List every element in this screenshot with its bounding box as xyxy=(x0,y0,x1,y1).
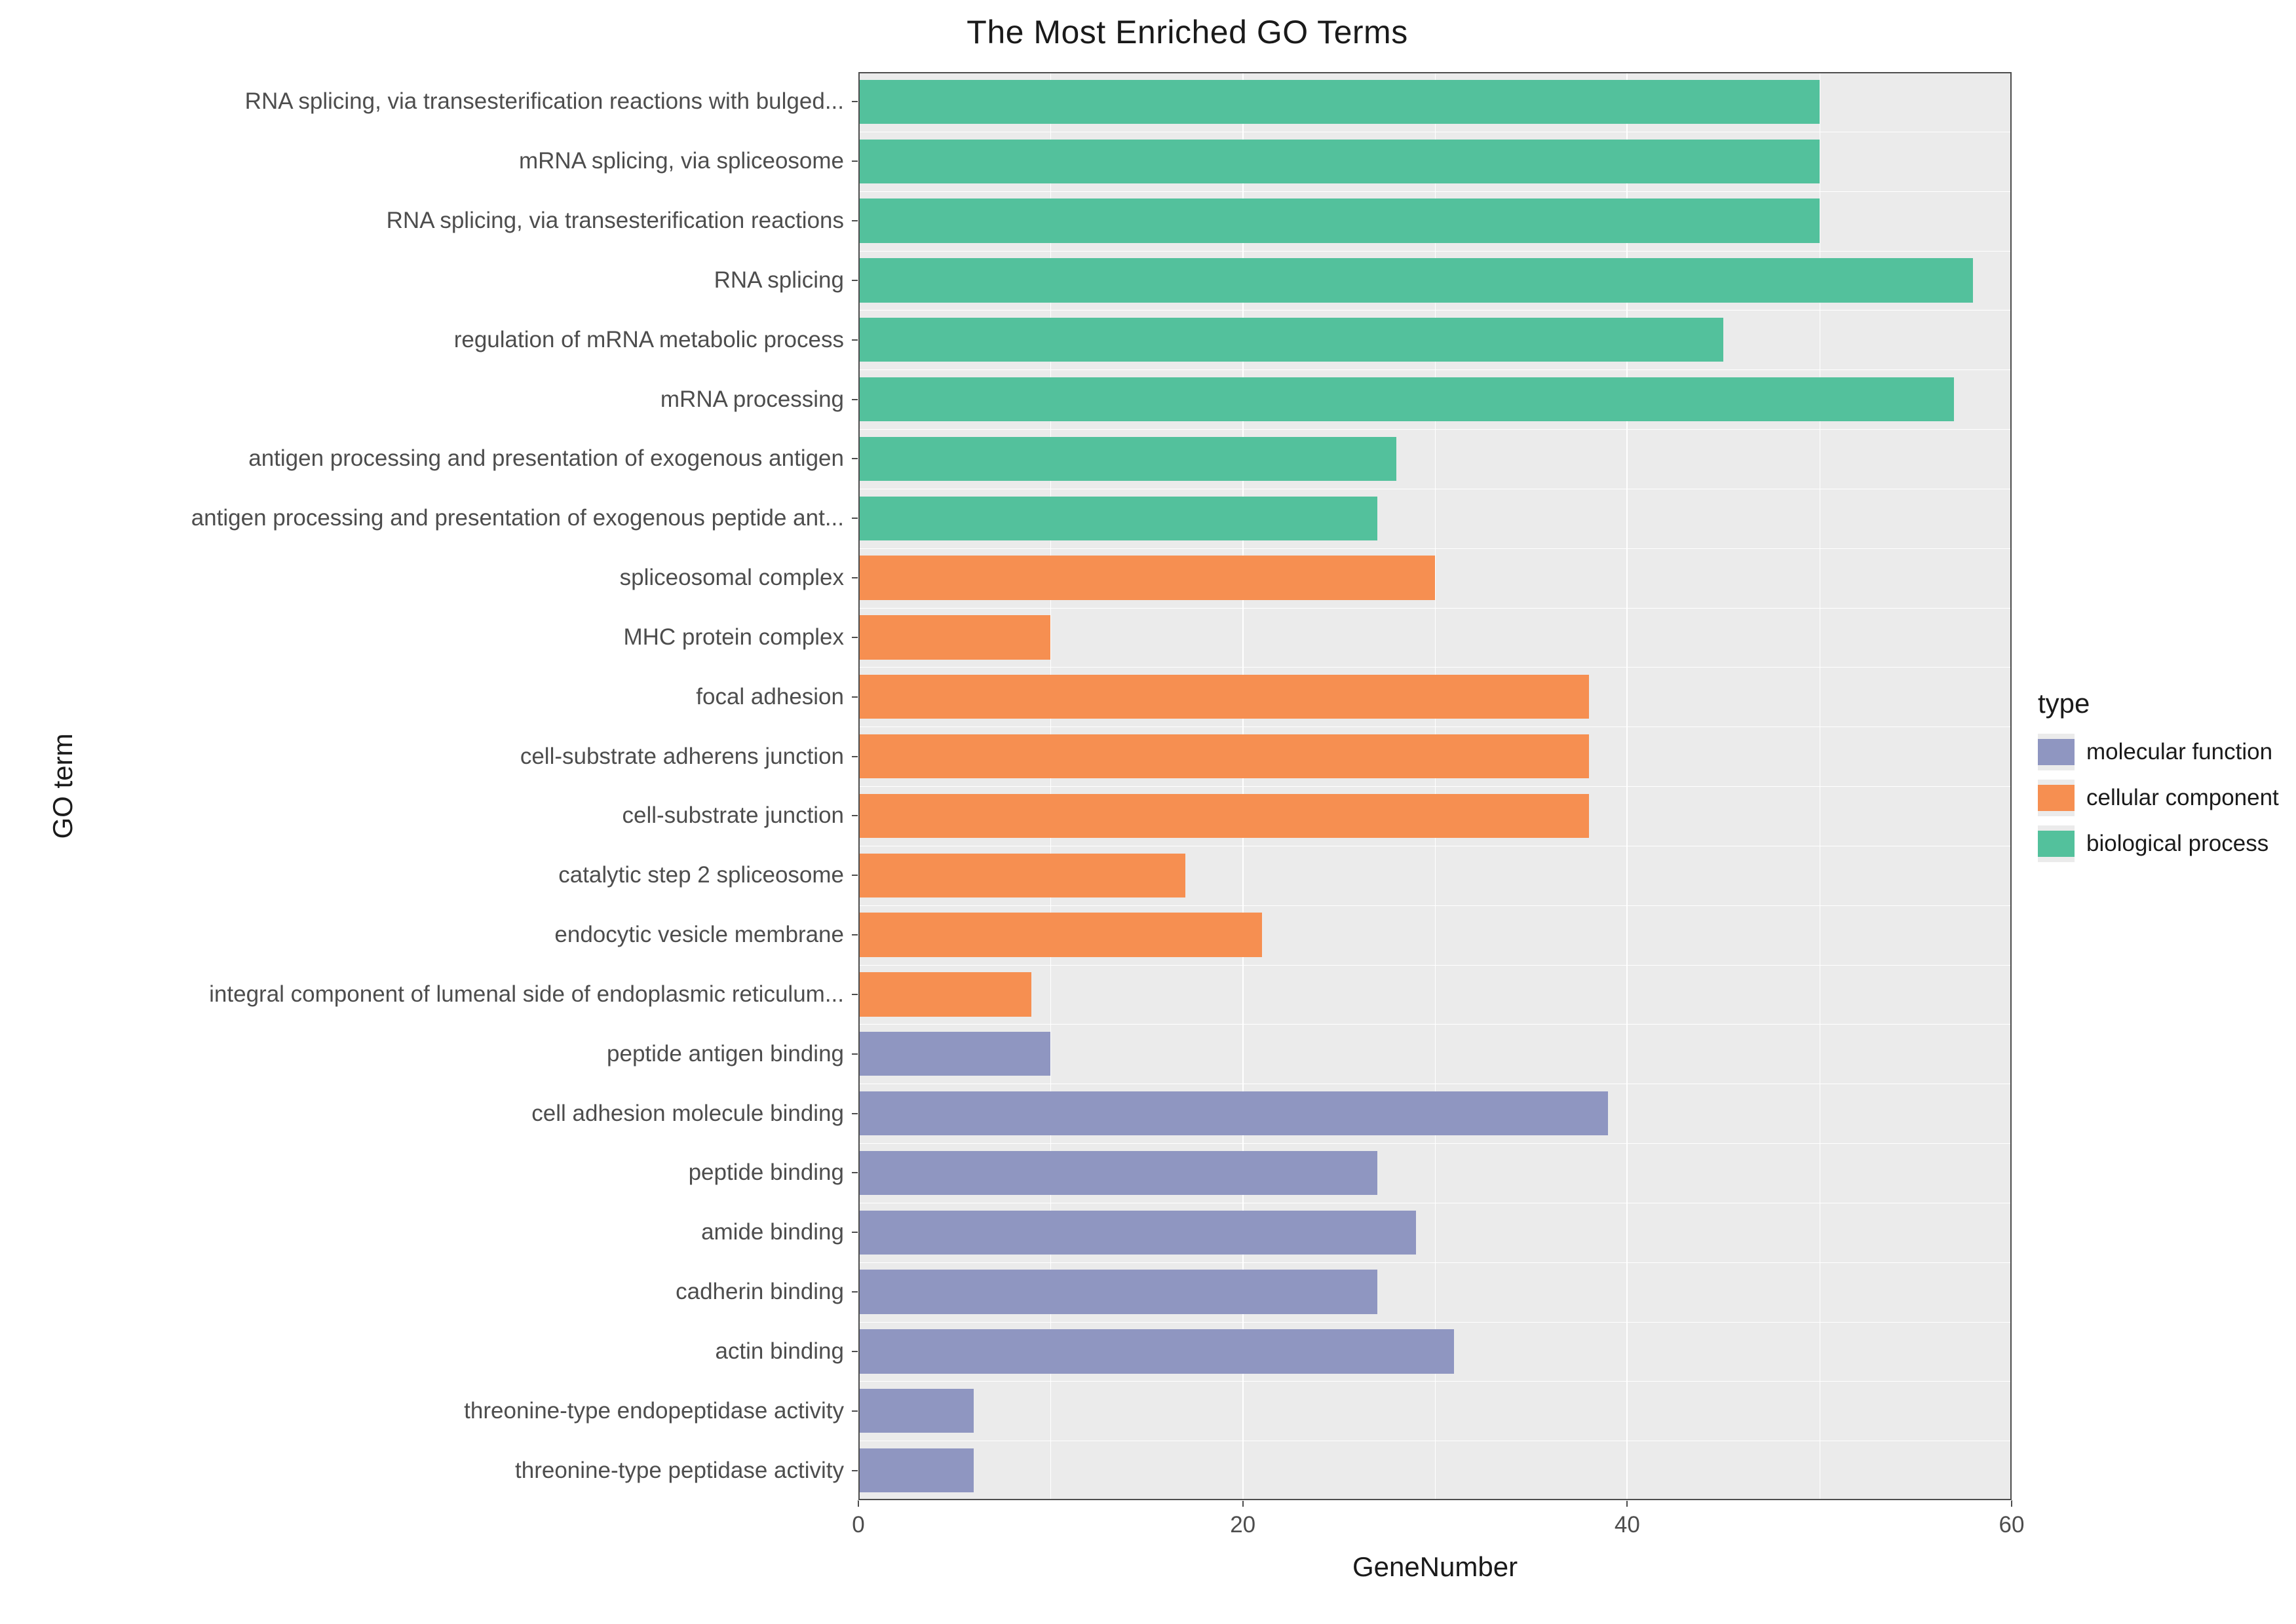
bar xyxy=(858,1151,1377,1195)
bar xyxy=(858,675,1589,719)
x-tick-label: 40 xyxy=(1615,1512,1640,1538)
y-tick-label: spliceosomal complex xyxy=(620,565,844,591)
y-tick-label: amide binding xyxy=(701,1219,844,1245)
legend-key xyxy=(2038,734,2075,770)
legend-swatch xyxy=(2038,739,2075,765)
y-tick-label: MHC protein complex xyxy=(624,624,845,651)
legend-swatch xyxy=(2038,785,2075,811)
y-tick-label: endocytic vesicle membrane xyxy=(554,922,844,948)
y-tick-label: mRNA splicing, via spliceosome xyxy=(519,148,844,174)
bar xyxy=(858,437,1396,481)
bar xyxy=(858,1270,1377,1313)
legend-item: cellular component xyxy=(2038,780,2279,816)
y-tick-label: RNA splicing, via transesterification re… xyxy=(245,88,844,115)
y-tick-label: threonine-type endopeptidase activity xyxy=(464,1398,844,1424)
bar xyxy=(858,734,1589,778)
y-tick-label: cell-substrate junction xyxy=(622,803,845,829)
y-axis-label: GO term xyxy=(47,733,79,839)
y-tick-label: peptide binding xyxy=(689,1160,844,1186)
x-tick-mark xyxy=(858,1500,859,1507)
bar xyxy=(858,1091,1608,1135)
bar xyxy=(858,615,1050,659)
legend-label: molecular function xyxy=(2086,739,2272,765)
legend: type molecular function cellular componen… xyxy=(2038,688,2279,871)
y-tick-label: focal adhesion xyxy=(696,684,844,710)
gridline-h-minor xyxy=(858,905,2012,906)
gridline-h-minor xyxy=(858,1143,2012,1144)
y-tick-label: cell-substrate adherens junction xyxy=(520,744,844,770)
bar xyxy=(858,1329,1454,1373)
y-tick-label: integral component of lumenal side of en… xyxy=(209,981,844,1008)
gridline-h-minor xyxy=(858,1381,2012,1382)
bar xyxy=(858,258,1973,302)
legend-label: biological process xyxy=(2086,831,2268,857)
legend-swatch xyxy=(2038,831,2075,857)
legend-key xyxy=(2038,780,2075,816)
bar xyxy=(858,556,1435,599)
bar xyxy=(858,1032,1050,1076)
y-tick-label: antigen processing and presentation of e… xyxy=(191,505,844,531)
bar xyxy=(858,198,1820,242)
legend-item: molecular function xyxy=(2038,734,2279,770)
y-tick-label: peptide antigen binding xyxy=(607,1041,844,1067)
plot-area: GeneNumber 0204060RNA splicing, via tran… xyxy=(858,72,2012,1500)
gridline-h-minor xyxy=(858,786,2012,787)
legend-title: type xyxy=(2038,688,2279,719)
bar xyxy=(858,794,1589,838)
gridline-h-minor xyxy=(858,429,2012,430)
x-tick-label: 20 xyxy=(1230,1512,1255,1538)
y-tick-label: actin binding xyxy=(715,1338,844,1365)
bar xyxy=(858,497,1377,540)
bar xyxy=(858,80,1820,124)
gridline-h-minor xyxy=(858,1322,2012,1323)
y-tick-label: regulation of mRNA metabolic process xyxy=(454,327,844,353)
y-tick-label: antigen processing and presentation of e… xyxy=(248,445,844,472)
gridline-h-minor xyxy=(858,1500,2012,1501)
legend-item: biological process xyxy=(2038,825,2279,862)
x-tick-mark xyxy=(2011,1500,2012,1507)
x-axis-label: GeneNumber xyxy=(1352,1551,1518,1583)
gridline-h-minor xyxy=(858,72,2012,73)
gridline-h-minor xyxy=(858,965,2012,966)
bar xyxy=(858,972,1031,1016)
bar xyxy=(858,1211,1416,1255)
bar xyxy=(858,854,1185,897)
gridline-h-minor xyxy=(858,369,2012,370)
y-tick-label: cadherin binding xyxy=(676,1279,844,1305)
bar xyxy=(858,318,1723,362)
x-tick-mark xyxy=(1242,1500,1244,1507)
gridline-h-minor xyxy=(858,310,2012,311)
gridline-h-minor xyxy=(858,667,2012,668)
bar xyxy=(858,1448,974,1492)
y-tick-label: mRNA processing xyxy=(660,387,844,413)
x-tick-label: 0 xyxy=(852,1512,864,1538)
gridline-h-minor xyxy=(858,548,2012,549)
chart-title: The Most Enriched GO Terms xyxy=(0,13,2296,51)
y-tick-label: threonine-type peptidase activity xyxy=(515,1458,844,1484)
chart-container: The Most Enriched GO Terms GeneNumber 02… xyxy=(0,0,2296,1624)
y-tick-label: RNA splicing, via transesterification re… xyxy=(387,208,844,234)
legend-key xyxy=(2038,825,2075,862)
bar xyxy=(858,377,1954,421)
x-tick-mark xyxy=(1626,1500,1628,1507)
legend-label: cellular component xyxy=(2086,785,2279,811)
bar xyxy=(858,913,1262,956)
gridline-h-minor xyxy=(858,608,2012,609)
bar xyxy=(858,140,1820,183)
y-tick-label: catalytic step 2 spliceosome xyxy=(558,862,844,888)
gridline-h-minor xyxy=(858,191,2012,192)
gridline-h-minor xyxy=(858,1262,2012,1263)
gridline-h-minor xyxy=(858,251,2012,252)
y-tick-label: cell adhesion molecule binding xyxy=(531,1101,844,1127)
gridline-h-minor xyxy=(858,1024,2012,1025)
bar xyxy=(858,1389,974,1433)
y-tick-label: RNA splicing xyxy=(714,267,844,293)
x-tick-label: 60 xyxy=(1999,1512,2025,1538)
